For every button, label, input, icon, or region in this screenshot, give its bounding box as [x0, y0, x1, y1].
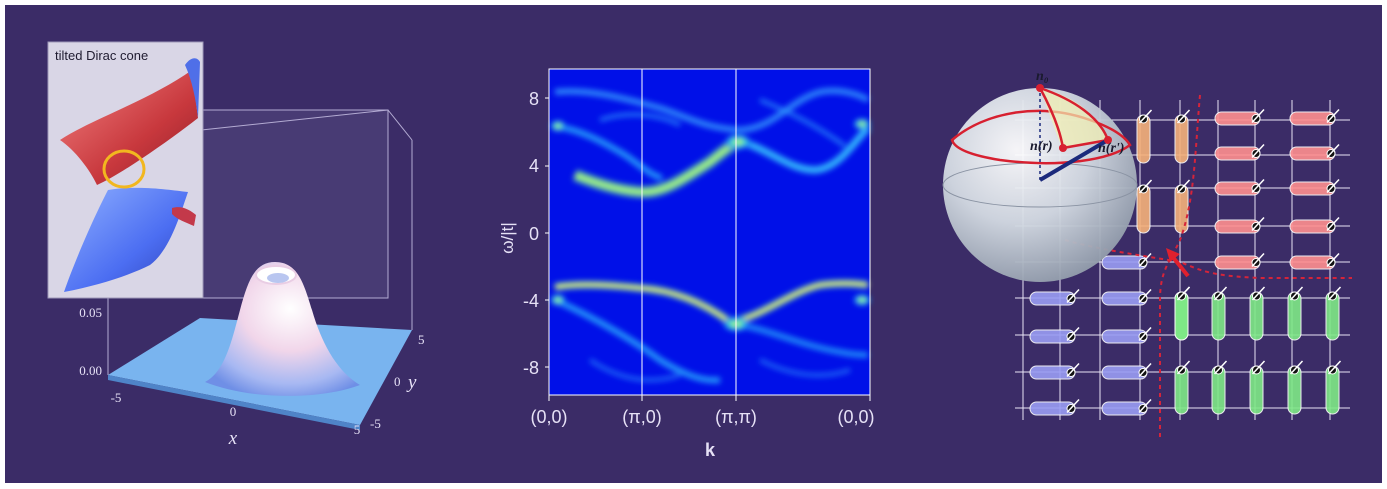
label-nr2: n(r') — [1098, 141, 1124, 156]
omega-tick-0: 8 — [529, 89, 539, 109]
y-axis-label: y — [406, 372, 417, 393]
panel-left-3d-plot: 0.05 0.00 -5 0 5 5 0 -5 x y tilted Dirac… — [47, 41, 425, 449]
surface-bump — [205, 262, 360, 396]
spin-arrow — [1251, 108, 1265, 124]
lower-cone-sheet — [64, 187, 188, 292]
inset-dirac-cone: tilted Dirac cone — [47, 41, 204, 299]
panel-middle-spectral: 8 4 0 -4 -8 (0,0) (π,0) (π,π) (0,0) k ω/… — [498, 68, 875, 460]
spin-arrow — [1066, 362, 1080, 378]
label-nr: n(r) — [1030, 139, 1053, 154]
spin-arrow — [1176, 179, 1191, 194]
upper-cone-sheet — [60, 70, 198, 185]
spin-arrow — [1176, 109, 1191, 124]
spin-arrow — [1289, 360, 1304, 375]
spin-arrow — [1326, 108, 1340, 124]
omega-tick-1: 4 — [529, 156, 539, 176]
spin-arrow — [1138, 398, 1152, 414]
spin-arrow — [1176, 286, 1191, 301]
label-n0: n₀ — [1036, 69, 1049, 84]
bump-crater-inner — [267, 273, 289, 283]
point-nr2 — [1104, 136, 1112, 144]
spin-arrow — [1138, 362, 1152, 378]
arc-n0-nr2 — [1039, 86, 1110, 141]
spin-arrow — [1066, 288, 1080, 304]
k-tick-0: (0,0) — [530, 407, 567, 427]
x-tick-2: 5 — [354, 422, 361, 437]
panel-right-lattice: n₀ n(r) n(r') — [942, 69, 1352, 440]
arc-nr-nr2 — [1062, 138, 1109, 150]
omega-tick-4: -8 — [523, 358, 539, 378]
lower-cone-back — [172, 207, 196, 226]
upper-cone-back — [185, 58, 200, 118]
spin-arrow — [1066, 326, 1080, 342]
spin-arrow — [1251, 143, 1265, 159]
spin-arrow — [1176, 360, 1191, 375]
omega-tick-3: -4 — [523, 291, 539, 311]
omega-axis-label: ω/|t| — [498, 222, 517, 254]
lattice-bonds — [1029, 108, 1342, 416]
y-tick-0: 5 — [418, 332, 425, 347]
point-nr — [1059, 144, 1067, 152]
spectral-bands — [550, 87, 871, 384]
spin-arrow — [1327, 286, 1342, 301]
k-axis-label: k — [705, 440, 716, 460]
spin-arrow — [1138, 252, 1152, 268]
y-tick-marks — [545, 97, 871, 401]
spin-arrow — [1251, 178, 1265, 194]
spin-arrow — [1326, 252, 1340, 268]
spin-arrow — [1251, 252, 1265, 268]
spin-arrow — [1251, 360, 1266, 375]
y-tick-2: -5 — [370, 416, 381, 431]
point-n0 — [1036, 84, 1044, 92]
spin-arrow — [1138, 179, 1153, 194]
inset-title: tilted Dirac cone — [55, 48, 148, 63]
sphere-loop — [950, 109, 1132, 165]
spin-arrow — [1251, 216, 1265, 232]
arc-n0-nr — [1038, 87, 1065, 149]
dirac-point-circle — [102, 149, 146, 189]
red-arrow-shaft — [1170, 254, 1190, 278]
spin-arrow — [1326, 143, 1340, 159]
spin-arrow — [1138, 288, 1152, 304]
spin-arrow — [1213, 360, 1228, 375]
vector-nr — [1038, 138, 1110, 182]
spin-arrow — [1066, 398, 1080, 414]
spin-arrow — [1327, 360, 1342, 375]
k-tick-3: (0,0) — [837, 407, 874, 427]
omega-tick-2: 0 — [529, 224, 539, 244]
spin-arrow — [1326, 216, 1340, 232]
spin-arrow — [1213, 286, 1228, 301]
k-tick-2: (π,π) — [715, 407, 757, 427]
spin-arrow — [1138, 109, 1153, 124]
spectral-frame — [548, 68, 871, 396]
y-tick-1: 0 — [394, 374, 401, 389]
spin-arrow — [1251, 286, 1266, 301]
x-tick-1: 0 — [230, 404, 237, 419]
surface-base-edge — [108, 375, 360, 430]
bloch-sphere: n₀ n(r) n(r') — [942, 69, 1138, 282]
spin-arrow — [1138, 326, 1152, 342]
z-tick-0: 0.05 — [79, 305, 102, 320]
spin-arrow — [1289, 286, 1304, 301]
spin-arrow — [1326, 178, 1340, 194]
red-arrow-head — [1166, 248, 1180, 262]
solid-angle-patch — [1040, 88, 1108, 148]
k-tick-1: (π,0) — [622, 407, 661, 427]
x-axis-label: x — [228, 428, 238, 449]
x-tick-0: -5 — [111, 390, 122, 405]
z-tick-1: 0.00 — [79, 363, 102, 378]
